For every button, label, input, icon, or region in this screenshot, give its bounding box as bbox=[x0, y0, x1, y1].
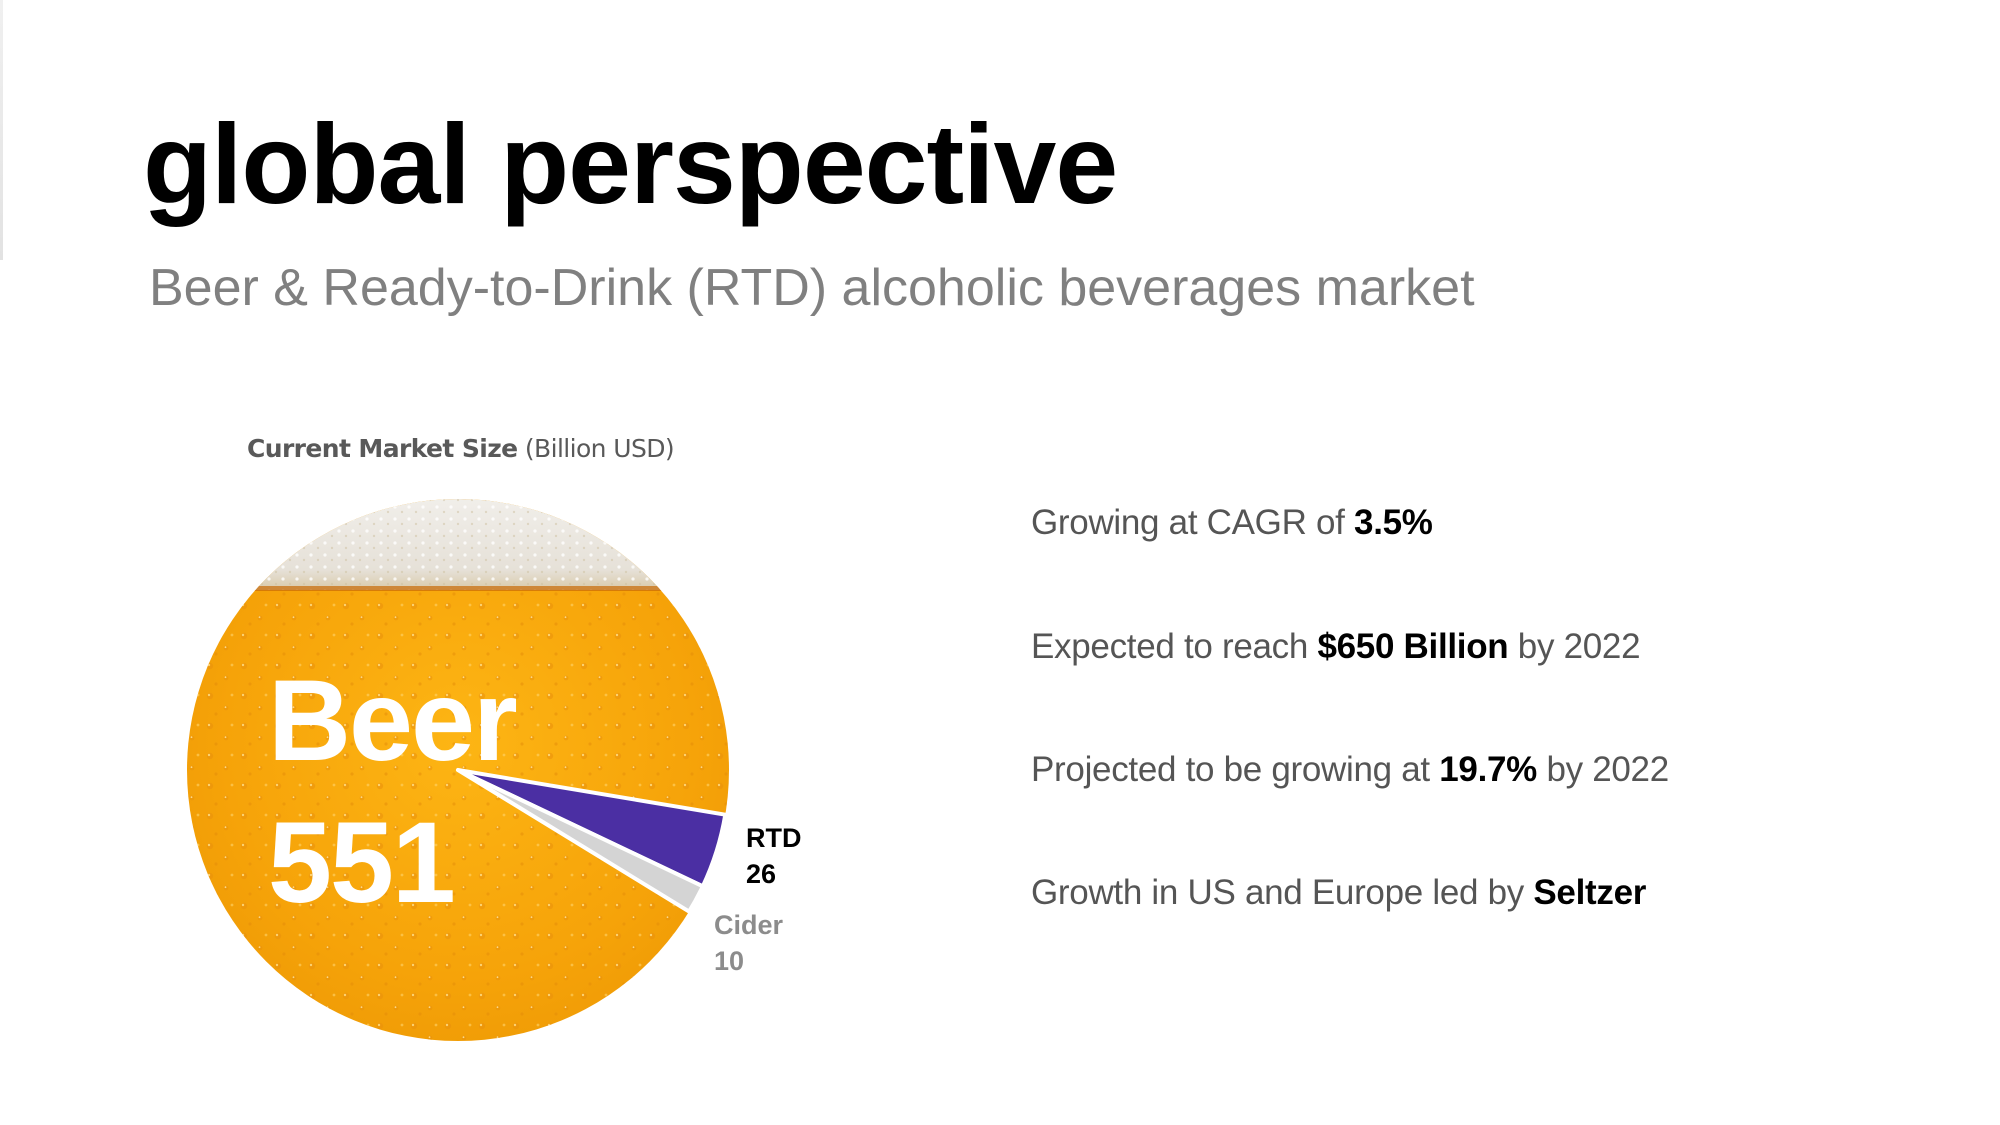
fact-highlight: 19.7% bbox=[1439, 750, 1538, 789]
fact-text: Projected to be growing at bbox=[1031, 750, 1440, 789]
chart-title: Current Market Size (Billion USD) bbox=[247, 434, 675, 463]
cider-slice-label: Cider 10 bbox=[714, 907, 783, 979]
chart-title-bold: Current Market Size bbox=[247, 434, 518, 463]
cider-name: Cider bbox=[714, 910, 784, 940]
beer-slice-label: Beer 551 bbox=[268, 650, 518, 934]
rtd-slice-label: RTD 26 bbox=[746, 820, 802, 892]
beer-foam bbox=[187, 499, 729, 590]
rtd-value: 26 bbox=[746, 859, 777, 889]
chart-title-unit: (Billion USD) bbox=[517, 434, 675, 463]
beer-value: 551 bbox=[268, 799, 456, 927]
fact-text: Growth in US and Europe led by bbox=[1031, 873, 1534, 912]
slide-subtitle: Beer & Ready-to-Drink (RTD) alcoholic be… bbox=[149, 259, 1475, 317]
fact-text-tail: by 2022 bbox=[1537, 750, 1669, 789]
fact-text: Growing at CAGR of bbox=[1031, 503, 1355, 542]
fact-projected-growth: Projected to be growing at 19.7% by 2022 bbox=[1031, 752, 1669, 787]
slide-title: global perspective bbox=[143, 101, 1118, 227]
fact-market-size-2022: Expected to reach $650 Billion by 2022 bbox=[1031, 627, 1641, 666]
beer-name: Beer bbox=[268, 657, 518, 785]
fact-text: Expected to reach bbox=[1031, 627, 1318, 666]
rtd-name: RTD bbox=[746, 823, 802, 853]
fact-cagr: Growing at CAGR of 3.5% bbox=[1031, 505, 1433, 540]
fact-highlight: 3.5% bbox=[1354, 503, 1433, 542]
slide-edge-decoration bbox=[0, 0, 3, 260]
fact-text-tail: by 2022 bbox=[1508, 627, 1641, 666]
fact-seltzer-growth: Growth in US and Europe led by Seltzer bbox=[1031, 875, 1646, 910]
fact-highlight: Seltzer bbox=[1533, 873, 1647, 912]
fact-highlight: $650 Billion bbox=[1317, 627, 1509, 666]
cider-value: 10 bbox=[714, 946, 745, 976]
